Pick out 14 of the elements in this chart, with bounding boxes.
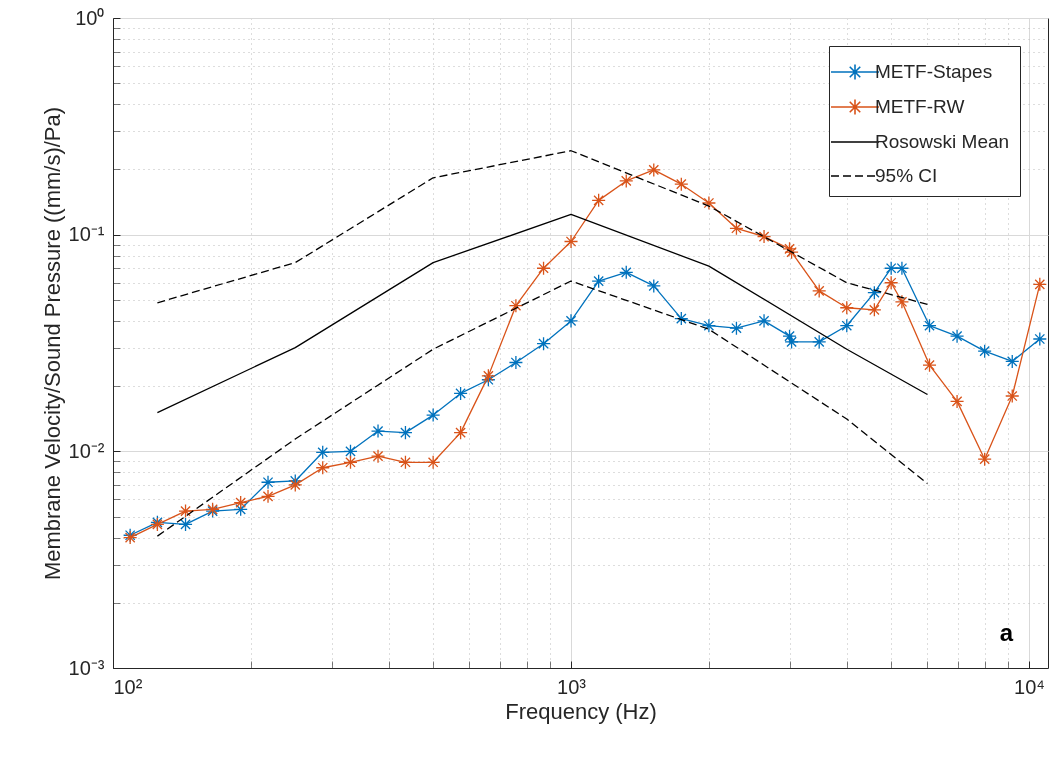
x-tick-label: 10³ — [557, 675, 587, 698]
x-tick-label: 10⁴ — [1014, 675, 1045, 698]
legend-label: METF-RW — [875, 96, 965, 117]
y-tick-label: 10⁻³ — [68, 656, 105, 679]
legend-label: Rosowski Mean — [875, 131, 1010, 152]
y-tick-label: 10⁰ — [75, 6, 105, 29]
y-axis-title: Membrane Velocity/Sound Pressure ((mm/s)/Pa) — [39, 106, 65, 581]
x-tick-label: 10² — [113, 675, 143, 698]
annotation: a — [999, 619, 1014, 646]
y-tick-label: 10⁻² — [68, 439, 105, 462]
legend-label: METF-Stapes — [875, 61, 993, 82]
x-axis-title: Frequency (Hz) — [505, 698, 657, 724]
y-tick-label: 10⁻¹ — [68, 223, 105, 246]
legend-label: 95% CI — [875, 165, 938, 186]
